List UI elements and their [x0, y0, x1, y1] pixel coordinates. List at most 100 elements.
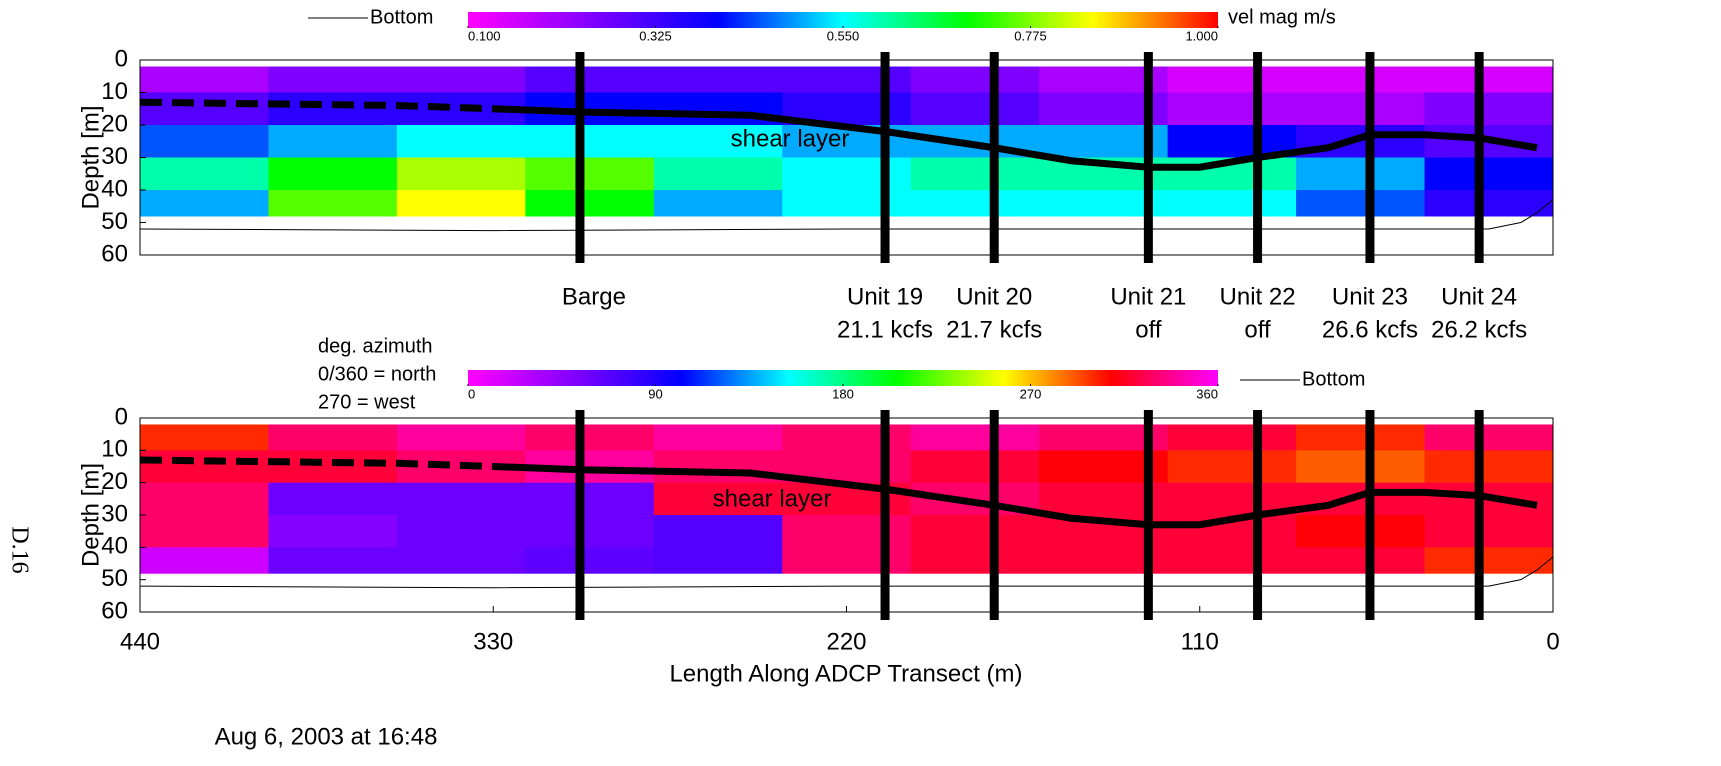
colorbar-tick-label: 90	[648, 386, 662, 401]
colorbar-title: 270 = west	[318, 391, 416, 413]
heat-cell	[396, 190, 526, 217]
heat-cell	[653, 482, 783, 516]
heat-cell	[1424, 515, 1554, 548]
heat-cell	[1296, 66, 1426, 93]
heat-cell	[1424, 450, 1554, 484]
page-label: D.16	[6, 526, 32, 573]
heat-cell	[525, 66, 655, 93]
y-tick-label: 30	[101, 143, 128, 170]
heat-cell	[1296, 547, 1426, 574]
heat-cell	[1296, 92, 1426, 126]
heat-cell	[396, 482, 526, 516]
series-line	[493, 463, 1538, 529]
heat-cell	[1296, 515, 1426, 548]
heat-cell	[268, 450, 398, 484]
heat-cell	[268, 157, 398, 191]
colorbar-tick-label: 270	[1020, 386, 1042, 401]
station-label: Barge	[562, 283, 626, 310]
heat-cell	[396, 66, 526, 93]
colorbar-tick-label: 180	[832, 386, 854, 401]
shear-label: shear layer	[713, 485, 832, 512]
heat-cell	[268, 424, 398, 451]
heat-cell	[140, 482, 269, 516]
station-label: Unit 21	[1110, 283, 1186, 310]
heat-cell	[525, 424, 655, 451]
heat-cell	[653, 157, 783, 191]
heat-cell	[653, 125, 783, 158]
heat-cell	[396, 157, 526, 191]
heat-cell	[140, 66, 269, 93]
x-tick-label: 0	[1546, 628, 1559, 655]
heat-cell	[1424, 190, 1554, 217]
colorbar-tick-label: 0	[468, 386, 475, 401]
heat-cell	[910, 424, 1040, 451]
colorbar-title: 0/360 = north	[318, 363, 436, 385]
heat-cell	[268, 125, 398, 158]
station-flow: off	[1135, 316, 1162, 343]
heat-cell	[525, 125, 655, 158]
colorbar-tick-label: 0.550	[827, 28, 860, 43]
heat-cell	[910, 515, 1040, 548]
heat-cell	[1167, 450, 1297, 484]
heat-cell	[396, 125, 526, 158]
station-label: Unit 23	[1332, 283, 1408, 310]
heat-cell	[1296, 424, 1426, 451]
heat-cell	[1424, 547, 1554, 574]
heat-cell	[1424, 92, 1554, 126]
heat-cell	[140, 157, 269, 191]
heat-cell	[268, 482, 398, 516]
heat-cell	[140, 190, 269, 217]
y-tick-label: 40	[101, 175, 128, 202]
heat-cell	[268, 92, 398, 126]
heat-cell	[525, 190, 655, 217]
date-label: Aug 6, 2003 at 16:48	[215, 723, 438, 750]
y-tick-label: 0	[115, 45, 128, 72]
heat-cell	[653, 190, 783, 217]
heat-cell	[1296, 125, 1426, 158]
series-line	[139, 556, 1554, 589]
y-axis-label: Depth [m]	[77, 463, 104, 567]
heat-cell	[653, 92, 783, 126]
heat-cell	[140, 92, 269, 126]
x-tick-label: 110	[1181, 628, 1219, 655]
colorbar-tick-label: 0.325	[639, 28, 672, 43]
y-tick-label: 20	[101, 110, 128, 137]
colorbar-title: vel mag m/s	[1228, 6, 1336, 28]
y-tick-label: 10	[101, 436, 128, 463]
heat-cell	[782, 424, 912, 451]
series-line	[139, 456, 494, 470]
station-flow: 21.7 kcfs	[946, 316, 1042, 343]
heat-cell	[910, 190, 1040, 217]
heat-cell	[1424, 66, 1554, 93]
heat-cell	[1167, 92, 1297, 126]
heat-cell	[140, 450, 269, 484]
heat-cell	[525, 547, 655, 574]
x-tick-label: 330	[473, 628, 513, 655]
y-tick-label: 40	[101, 533, 128, 560]
station-flow: off	[1244, 316, 1271, 343]
colorbar	[468, 12, 1218, 28]
y-tick-label: 60	[101, 597, 128, 624]
heat-cell	[653, 547, 783, 574]
heat-cell	[525, 157, 655, 191]
x-tick-label: 440	[120, 628, 160, 655]
heat-cell	[268, 515, 398, 548]
heat-cell	[910, 450, 1040, 484]
colorbar-tick-label: 360	[1196, 386, 1218, 401]
series-line	[493, 105, 1538, 171]
heat-cell	[525, 515, 655, 548]
heat-cell	[910, 157, 1040, 191]
heat-cell	[396, 515, 526, 548]
heat-cell	[782, 66, 912, 93]
series-line	[139, 98, 494, 113]
heat-cell	[1424, 424, 1554, 451]
colorbar-tick-label: 0.100	[468, 28, 501, 43]
legend-label: Bottom	[1302, 368, 1365, 390]
y-tick-label: 0	[115, 403, 128, 430]
heat-cell	[1167, 547, 1297, 574]
heat-cell	[140, 125, 269, 158]
heat-cell	[268, 547, 398, 574]
legend-label: Bottom	[370, 6, 433, 28]
y-tick-label: 50	[101, 208, 128, 235]
